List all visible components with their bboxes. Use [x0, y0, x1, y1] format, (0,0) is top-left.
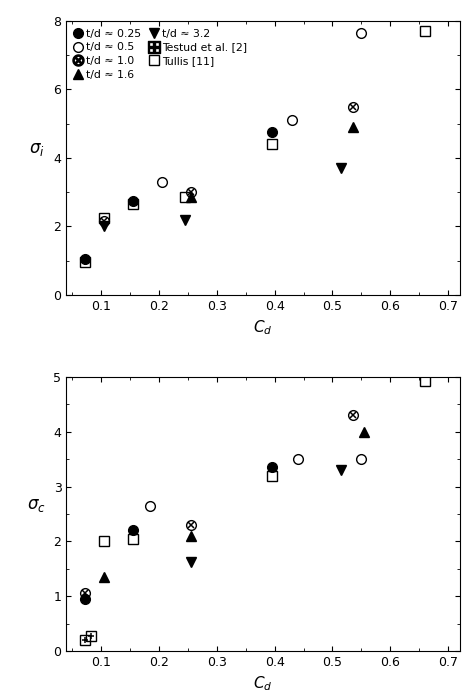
X-axis label: $C_d$: $C_d$	[253, 674, 273, 693]
Y-axis label: $\sigma_i$: $\sigma_i$	[29, 140, 45, 158]
Y-axis label: $\sigma_c$: $\sigma_c$	[27, 496, 46, 514]
X-axis label: $C_d$: $C_d$	[253, 318, 273, 337]
Legend: t/d ≈ 0.25, t/d ≈ 0.5, t/d ≈ 1.0, t/d ≈ 1.6, t/d ≈ 3.2, Testud et al. [2], Tulli: t/d ≈ 0.25, t/d ≈ 0.5, t/d ≈ 1.0, t/d ≈ …	[72, 27, 249, 82]
